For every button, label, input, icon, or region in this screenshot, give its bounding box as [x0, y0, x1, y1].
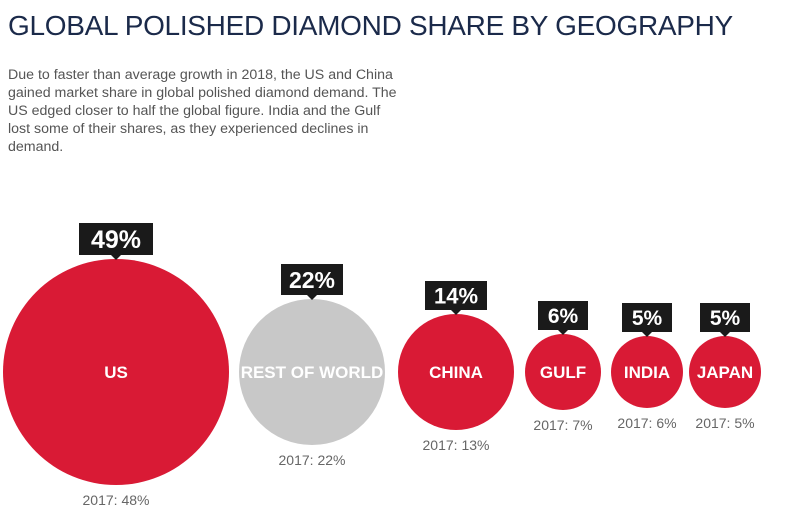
- prior-year-label-rest-of-world: 2017: 22%: [279, 452, 346, 468]
- bubble-rest-of-world: [239, 299, 385, 445]
- value-label-india: 5%: [632, 307, 663, 330]
- prior-year-label-us: 2017: 48%: [83, 492, 150, 508]
- bubble-japan: [689, 336, 761, 408]
- bubble-label-rest-of-world: REST OF WORLD: [241, 363, 384, 382]
- bubble-label-us: US: [104, 363, 128, 382]
- bubble-label-gulf: GULF: [540, 363, 586, 382]
- value-box-pointer-india: [642, 332, 652, 337]
- bubble-gulf: [525, 334, 601, 410]
- value-box-japan: [700, 303, 750, 332]
- value-box-pointer-rest-of-world: [307, 295, 317, 300]
- bubble-label-japan: JAPAN: [697, 363, 753, 382]
- value-box-pointer-gulf: [558, 330, 568, 335]
- bubble-label-china: CHINA: [429, 363, 483, 382]
- chart-subtitle: Due to faster than average growth in 201…: [8, 67, 397, 155]
- prior-year-label-china: 2017: 13%: [423, 437, 490, 453]
- value-box-pointer-china: [451, 310, 461, 315]
- value-label-rest-of-world: 22%: [289, 267, 335, 293]
- value-label-us: 49%: [91, 226, 141, 254]
- chart-title: GLOBAL POLISHED DIAMOND SHARE BY GEOGRAP…: [8, 10, 733, 41]
- value-box-china: [425, 281, 487, 310]
- value-box-pointer-japan: [720, 332, 730, 337]
- prior-year-label-japan: 2017: 5%: [695, 415, 754, 431]
- prior-year-label-india: 2017: 6%: [617, 415, 676, 431]
- value-label-china: 14%: [434, 283, 478, 308]
- value-box-gulf: [538, 301, 588, 330]
- value-label-japan: 5%: [710, 307, 741, 330]
- bubble-us: [3, 259, 229, 485]
- value-box-us: [79, 223, 153, 255]
- value-box-india: [622, 303, 672, 332]
- prior-year-label-gulf: 2017: 7%: [533, 417, 592, 433]
- bubble-label-india: INDIA: [624, 363, 670, 382]
- value-label-gulf: 6%: [548, 305, 579, 328]
- bubble-china: [398, 314, 514, 430]
- bubble-india: [611, 336, 683, 408]
- value-box-pointer-us: [111, 255, 121, 260]
- value-box-rest-of-world: [281, 264, 343, 295]
